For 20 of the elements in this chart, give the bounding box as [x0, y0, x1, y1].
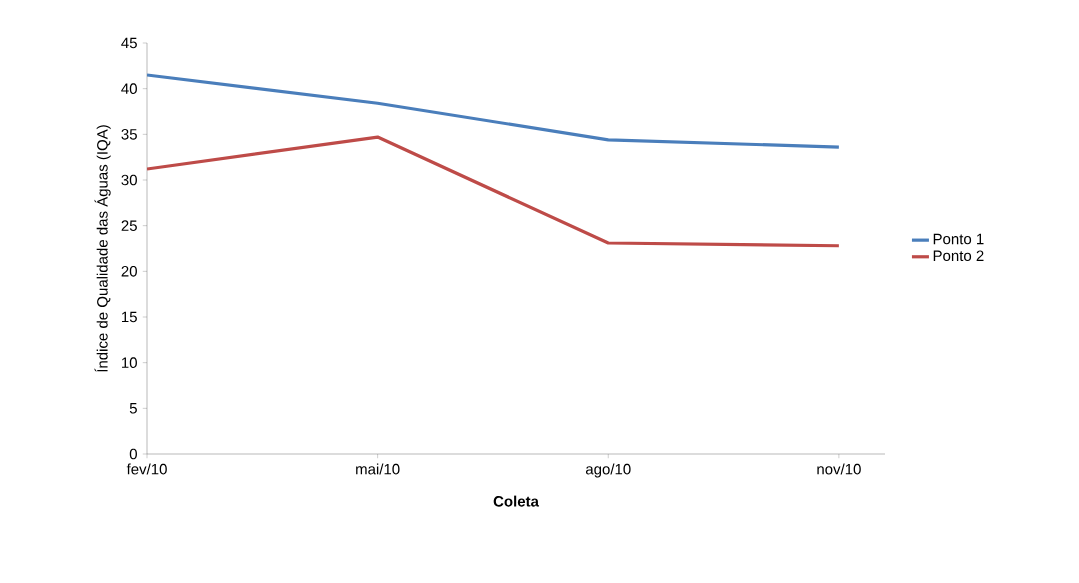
y-tick-label: 15 [122, 311, 137, 323]
line-series [147, 73, 841, 149]
y-tick-label: 25 [121, 220, 137, 231]
y-tick-label: 45 [121, 37, 137, 49]
x-tick-label: fev/10 [126, 463, 167, 475]
x-tick-label: nov/10 [817, 463, 861, 475]
legend-label: Ponto 1 [933, 233, 984, 245]
y-axis-title: Índice de Qualidade das Águas (IQA) [94, 125, 111, 372]
x-tick-label: mai/10 [356, 463, 400, 475]
y-tick-label: 20 [121, 266, 137, 277]
y-tick-label: 40 [121, 83, 137, 94]
y-tick-label: 10 [122, 357, 137, 368]
y-tick-label: 30 [121, 174, 137, 186]
legend-label: Ponto 2 [933, 250, 984, 262]
x-tick-label: ago/10 [585, 463, 631, 478]
y-tick-label: 0 [129, 448, 137, 460]
y-tick-label: 5 [129, 403, 137, 414]
x-axis-title: Coleta [493, 495, 540, 507]
y-tick-label: 35 [121, 129, 137, 140]
line-series [147, 135, 841, 248]
